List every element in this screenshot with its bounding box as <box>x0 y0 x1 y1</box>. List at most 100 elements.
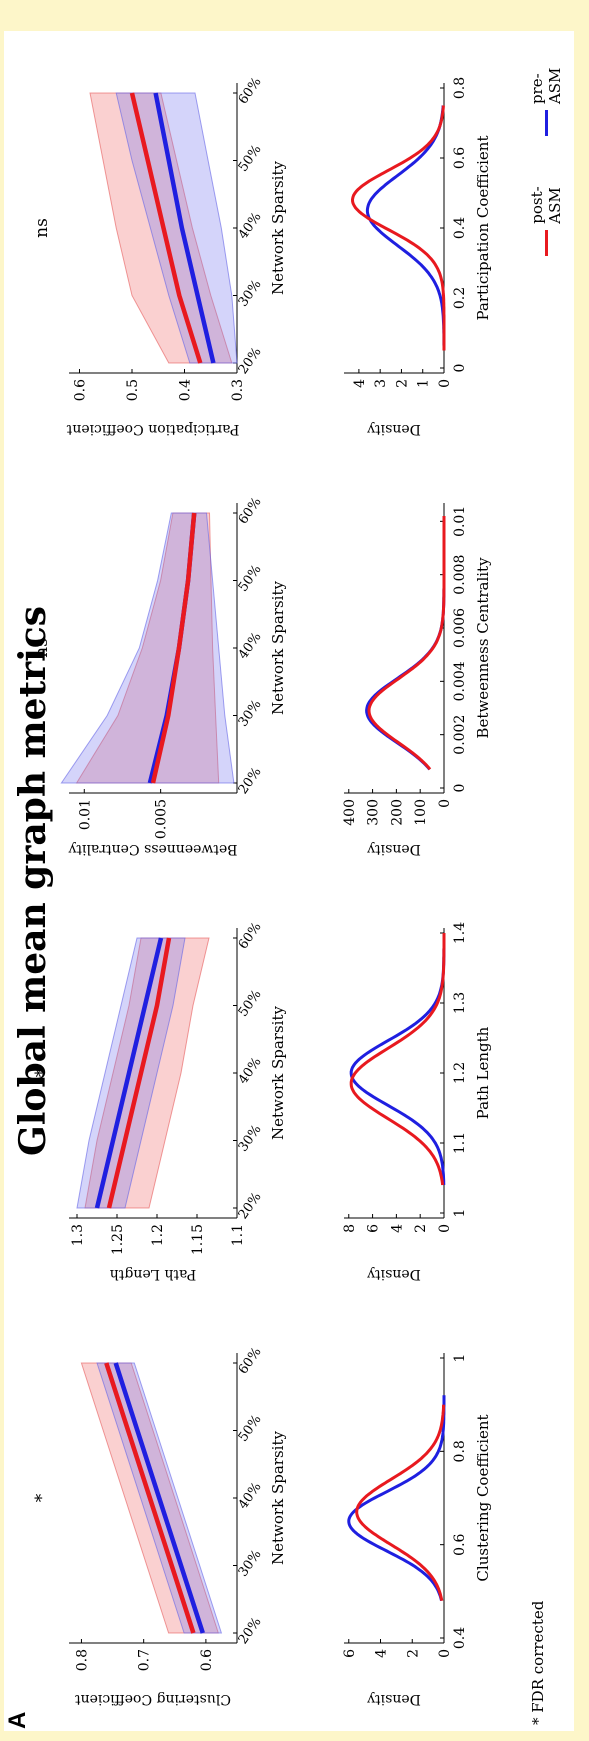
y-tick-label: 0.7 <box>137 1649 153 1671</box>
x-tick-label: 20% <box>236 345 265 377</box>
y-tick-label: 0.01 <box>77 799 93 830</box>
y-axis-label: Density <box>367 841 421 857</box>
confidence-band-post-ASM <box>75 512 220 784</box>
x-tick-label: 30% <box>236 697 265 729</box>
y-tick-label: 400 <box>342 799 358 826</box>
x-tick-label: 0.4 <box>452 1627 468 1649</box>
y-tick-label: 0.4 <box>178 379 194 401</box>
legend: post-ASM pre-ASM <box>528 31 564 256</box>
sparsity-chart-3: 0.3 0.4 0.5 0.6 Participation Coefficient Net… <box>32 75 287 437</box>
series-line-post-ASM <box>106 937 172 1209</box>
x-tick-label: 0 <box>452 784 468 793</box>
y-tick-label: 2 <box>413 1224 429 1233</box>
confidence-band-pre-ASM <box>60 512 235 784</box>
x-axis-label: Network Sparsity <box>269 1006 287 1140</box>
y-axis-label: Density <box>367 421 421 437</box>
series-line-pre-ASM <box>153 92 216 364</box>
density-curve-post-ASM <box>367 516 446 771</box>
x-tick-label: 60% <box>236 75 265 107</box>
x-tick-label: 1 <box>452 1209 468 1218</box>
x-tick-label: 0.002 <box>452 715 468 755</box>
x-tick-label: 40% <box>236 1055 265 1087</box>
density-chart-2: 0 100 200 300 400 Density Betweenness Centrali… <box>342 503 492 857</box>
series-line-post-ASM <box>150 512 197 784</box>
x-tick-label: 0.2 <box>452 287 468 309</box>
legend-item-pre: pre-ASM <box>528 41 564 137</box>
series-line-pre-ASM <box>113 1362 205 1634</box>
x-tick-label: 50% <box>236 987 265 1019</box>
x-tick-label: 30% <box>236 277 265 309</box>
x-tick-label: 20% <box>236 1615 265 1647</box>
series-line-pre-ASM <box>94 937 164 1209</box>
density-curve-post-ASM <box>349 933 446 1186</box>
density-curve-pre-ASM <box>365 105 446 351</box>
y-tick-label: 1.25 <box>110 1224 126 1255</box>
y-tick-label: 300 <box>366 799 382 826</box>
y-tick-label: 4 <box>389 1224 405 1233</box>
y-tick-label: 2 <box>405 1649 421 1658</box>
x-tick-label: 1.3 <box>452 992 468 1014</box>
sparsity-chart-1: 1.1 1.15 1.2 1.25 1.3 Path Length Network Spar… <box>32 920 287 1282</box>
x-tick-label: 50% <box>236 142 265 174</box>
sparsity-chart-0: 0.6 0.7 0.8 Clustering Coefficient Network S… <box>32 1345 287 1707</box>
confidence-band-post-ASM <box>84 937 210 1209</box>
y-tick-label: 2 <box>394 379 410 388</box>
x-tick-label: 40% <box>236 210 265 242</box>
x-axis-label: Path Length <box>474 1026 492 1119</box>
x-tick-label: 0.006 <box>452 608 468 648</box>
significance-marker: * <box>32 1493 52 1502</box>
y-tick-label: 0 <box>437 1224 453 1233</box>
y-tick-label: 0 <box>437 1649 453 1658</box>
x-tick-label: 0.8 <box>452 77 468 99</box>
sparsity-chart-2: 0.005 0.01 Betweenness Centrality Network S… <box>32 495 287 857</box>
x-tick-label: 0.8 <box>452 1440 468 1462</box>
legend-label-pre: pre-ASM <box>528 67 564 105</box>
y-tick-label: 0.3 <box>230 379 246 401</box>
legend-swatch-post <box>544 229 548 256</box>
x-tick-label: 0.6 <box>452 147 468 169</box>
y-tick-label: 4 <box>352 379 368 388</box>
x-tick-label: 0.4 <box>452 217 468 239</box>
density-curve-post-ASM <box>351 105 446 351</box>
x-tick-label: 0.01 <box>452 506 468 537</box>
y-tick-label: 1.1 <box>230 1224 246 1246</box>
y-tick-label: 4 <box>374 1649 390 1658</box>
legend-swatch-pre <box>544 110 548 137</box>
x-axis-label: Network Sparsity <box>269 581 287 715</box>
y-tick-label: 0.8 <box>74 1649 90 1671</box>
y-tick-label: 0 <box>437 799 453 808</box>
legend-item-post: post-ASM <box>528 154 564 256</box>
y-axis-label: Clustering Coefficient <box>75 1691 231 1707</box>
x-axis-label: Network Sparsity <box>269 1431 287 1565</box>
y-axis-label: Path Length <box>110 1266 196 1282</box>
density-chart-0: 0 2 4 6 Density Clustering Coefficient 0.4 0.6 0… <box>342 1353 492 1707</box>
series-line-post-ASM <box>129 92 203 364</box>
x-tick-label: 30% <box>236 1547 265 1579</box>
y-tick-label: 0.005 <box>154 799 170 839</box>
y-axis-label: Betweenness Centrality <box>68 841 237 857</box>
y-tick-label: 100 <box>413 799 429 826</box>
x-tick-label: 30% <box>236 1122 265 1154</box>
y-tick-label: 0.5 <box>125 379 141 401</box>
figure-panel: A Global mean graph metrics 0.6 0.7 0.8 Clu… <box>4 31 574 1731</box>
x-tick-label: 40% <box>236 1480 265 1512</box>
x-tick-label: 60% <box>236 920 265 952</box>
significance-marker: * <box>32 1068 52 1077</box>
y-tick-label: 1.15 <box>190 1224 206 1255</box>
x-tick-label: 1 <box>452 1354 468 1363</box>
x-tick-label: 1.4 <box>452 922 468 944</box>
y-axis-label: Density <box>367 1266 421 1282</box>
y-tick-label: 0.6 <box>73 379 89 401</box>
y-tick-label: 1.3 <box>70 1224 86 1246</box>
significance-marker: ns <box>32 218 52 238</box>
x-axis-label: Betweenness Centrality <box>474 557 492 739</box>
fdr-footnote: * FDR corrected <box>529 1600 547 1725</box>
x-tick-label: 20% <box>236 1190 265 1222</box>
y-tick-label: 0 <box>437 379 453 388</box>
x-tick-label: 50% <box>236 562 265 594</box>
y-tick-label: 1.2 <box>150 1224 166 1246</box>
x-axis-label: Clustering Coefficient <box>474 1414 492 1581</box>
